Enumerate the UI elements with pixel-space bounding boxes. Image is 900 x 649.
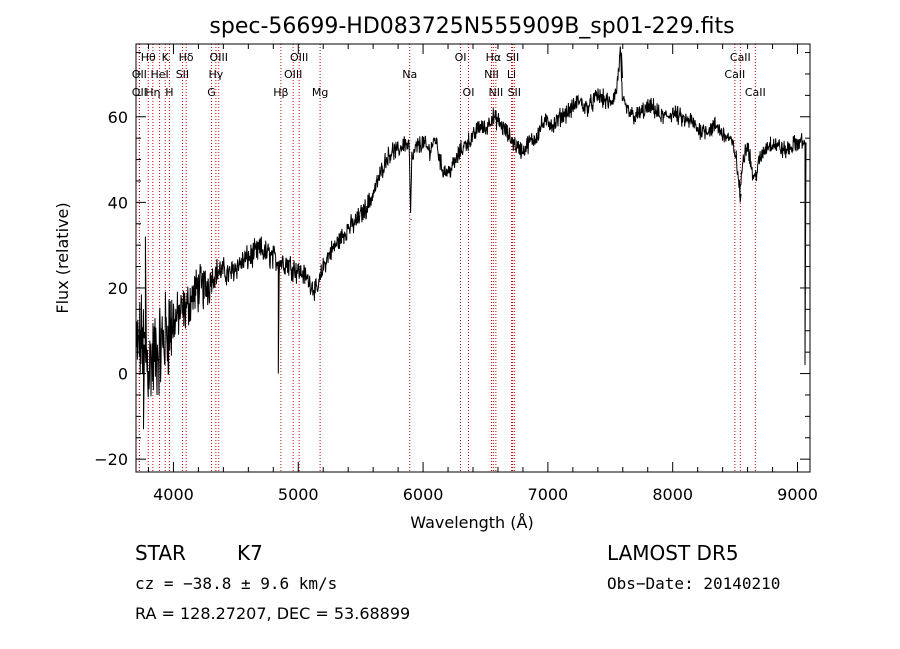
line-marker-label: Hα <box>486 51 502 64</box>
y-axis-label: Flux (relative) <box>53 202 72 313</box>
plot-frame <box>135 43 811 473</box>
line-marker-label: Li <box>507 68 516 81</box>
line-marker-label: CaII <box>745 86 766 99</box>
line-marker-label: K <box>162 51 170 64</box>
line-marker-label: OIII <box>290 51 308 64</box>
y-tick-label: 20 <box>108 279 128 298</box>
y-tick-label: 60 <box>108 108 128 127</box>
chart-title: spec-56699-HD083725N555909B_sp01-229.fit… <box>209 14 734 39</box>
line-markers <box>138 44 756 472</box>
line-marker-label: NII <box>488 86 503 99</box>
line-marker-label: Hη <box>145 86 160 99</box>
line-marker-label: Na <box>402 68 417 81</box>
survey-name: LAMOST DR5 <box>607 541 739 565</box>
line-marker-labels: Hθ K Hδ OIII OIII OI Hα SII CaII OII HeI SII Hγ OIII N… <box>132 51 766 99</box>
line-marker-label: CaII <box>730 51 751 64</box>
line-marker-label: HeI <box>150 68 168 81</box>
x-tick-label: 8000 <box>652 485 693 504</box>
line-marker-label: G <box>207 86 216 99</box>
line-marker-label: H <box>165 86 173 99</box>
line-marker-label: CaII <box>724 68 745 81</box>
line-marker-label: SII <box>506 51 519 64</box>
x-axis-ticks: 4000 5000 6000 7000 8000 9000 <box>147 44 818 504</box>
x-tick-label: 7000 <box>528 485 569 504</box>
line-marker-label: Mg <box>312 86 328 99</box>
x-tick-label: 4000 <box>153 485 194 504</box>
line-marker-label: Hθ <box>141 51 156 64</box>
line-marker-label: Hδ <box>179 51 194 64</box>
x-tick-label: 5000 <box>278 485 319 504</box>
x-axis-label: Wavelength (Å) <box>410 513 533 532</box>
y-tick-label: −20 <box>94 450 128 469</box>
line-marker-label: Hγ <box>208 68 223 81</box>
x-tick-label: 9000 <box>777 485 818 504</box>
line-marker-label: OI <box>463 86 475 99</box>
spectrum-line <box>135 46 807 430</box>
object-class: STAR <box>135 541 186 565</box>
line-marker-label: SII <box>176 68 189 81</box>
line-marker-label: NII <box>484 68 499 81</box>
y-axis-ticks: −20 0 20 40 60 <box>94 52 810 469</box>
x-tick-label: 6000 <box>403 485 444 504</box>
line-marker-label: OIII <box>210 51 228 64</box>
line-marker-label: Hβ <box>273 86 288 99</box>
y-tick-label: 40 <box>108 193 128 212</box>
line-marker-label: SII <box>508 86 521 99</box>
observation-date: Obs−Date: 20140210 <box>607 574 781 593</box>
line-marker-label: OII <box>132 68 147 81</box>
y-tick-label: 0 <box>118 365 128 384</box>
line-marker-label: OI <box>455 51 467 64</box>
line-marker-label: OIII <box>284 68 302 81</box>
ra-dec-coordinates: RA = 128.27207, DEC = 53.68899 <box>135 604 411 623</box>
redshift-velocity: cz = −38.8 ± 9.6 km/s <box>135 574 338 593</box>
object-subclass: K7 <box>237 541 263 565</box>
